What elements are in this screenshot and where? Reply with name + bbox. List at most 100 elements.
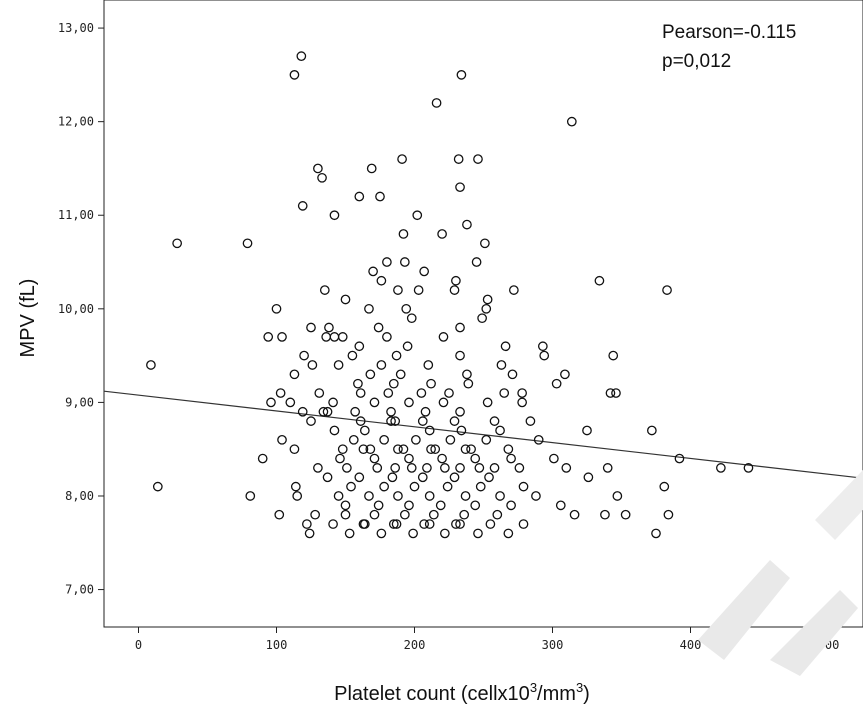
data-point: [289, 70, 300, 80]
data-point: [277, 332, 287, 342]
data-point: [402, 341, 413, 352]
data-point: [442, 481, 453, 492]
data-point: [275, 388, 286, 398]
data-point: [620, 509, 631, 520]
data-point: [297, 201, 308, 211]
annotation-pearson: Pearson=-0.115: [662, 22, 796, 43]
data-point: [451, 519, 461, 529]
data-point: [495, 425, 505, 436]
data-point: [419, 519, 430, 529]
data-point: [651, 528, 661, 539]
data-point: [297, 406, 308, 417]
data-point: [451, 275, 461, 286]
data-point: [369, 453, 380, 464]
x-tick-label: 400: [680, 638, 702, 652]
data-point: [533, 434, 544, 445]
data-point: [299, 350, 309, 361]
data-point: [611, 388, 621, 398]
data-point: [456, 70, 467, 80]
data-point: [337, 332, 348, 342]
data-point: [484, 472, 494, 483]
data-point: [375, 191, 385, 202]
data-point: [285, 397, 296, 408]
data-point: [329, 210, 340, 221]
data-point: [376, 528, 387, 539]
data-point: [277, 434, 287, 445]
data-point: [313, 163, 323, 174]
data-point: [489, 463, 500, 473]
data-point: [569, 509, 580, 520]
data-point: [390, 463, 401, 473]
data-point: [364, 491, 374, 501]
data-point: [257, 453, 268, 464]
data-point: [424, 425, 435, 436]
data-point: [409, 481, 420, 492]
x-axis-title-sup2: 3: [576, 680, 583, 695]
y-axis-title: MPV (fL): [17, 279, 39, 358]
data-point: [382, 332, 392, 342]
data-point: [307, 360, 318, 370]
data-point: [359, 519, 370, 529]
data-point: [146, 360, 156, 370]
data-point: [437, 229, 447, 239]
data-point: [460, 444, 471, 455]
data-point: [355, 416, 366, 426]
data-point: [310, 509, 320, 520]
data-point: [477, 313, 487, 324]
data-point: [328, 519, 338, 529]
data-point: [393, 444, 403, 455]
data-point: [551, 378, 562, 389]
data-point: [322, 406, 333, 417]
data-point: [517, 397, 527, 408]
data-point: [368, 266, 378, 277]
data-point: [406, 463, 417, 473]
data-point: [324, 322, 334, 333]
data-point: [647, 425, 657, 436]
data-point: [333, 491, 344, 501]
data-point: [263, 332, 274, 342]
data-point: [376, 360, 387, 370]
data-point: [518, 519, 529, 529]
data-point: [489, 416, 500, 426]
data-point: [426, 444, 436, 455]
y-axis: 7,00 8,00 9,00 10,00 11,00 12,00 13,00: [58, 21, 104, 597]
data-point: [340, 509, 351, 520]
y-tick-label: 8,00: [65, 489, 94, 503]
data-point: [470, 453, 481, 464]
data-point: [313, 463, 323, 473]
data-point: [663, 509, 674, 520]
x-axis-title-main: Platelet count (cellx10: [334, 683, 530, 705]
x-axis-title-end: ): [583, 683, 590, 705]
data-point: [391, 519, 402, 529]
data-point: [430, 444, 441, 455]
data-point: [245, 491, 256, 501]
data-point: [274, 509, 285, 520]
x-tick-label: 300: [542, 638, 564, 652]
x-tick-label: 0: [135, 638, 142, 652]
data-point: [398, 444, 409, 455]
data-point: [455, 182, 465, 193]
data-point: [399, 257, 410, 267]
data-point: [475, 481, 486, 492]
data-point: [393, 285, 403, 295]
data-point: [583, 472, 594, 483]
data-point: [289, 444, 300, 455]
data-point: [372, 463, 383, 473]
data-point: [459, 509, 470, 520]
data-point: [455, 406, 465, 417]
data-point: [406, 313, 417, 324]
data-point: [333, 360, 344, 370]
data-point: [482, 397, 493, 408]
data-point: [296, 51, 307, 61]
data-point: [466, 444, 476, 455]
data-point: [473, 528, 483, 539]
data-point: [423, 360, 434, 370]
x-axis-title: Platelet count (cellx103/mm3): [334, 680, 590, 705]
data-point: [455, 350, 465, 361]
data-point: [408, 528, 418, 539]
data-point: [317, 172, 327, 183]
data-point: [417, 416, 428, 426]
data-point: [525, 416, 536, 426]
data-point: [364, 303, 374, 314]
data-point: [431, 98, 442, 108]
